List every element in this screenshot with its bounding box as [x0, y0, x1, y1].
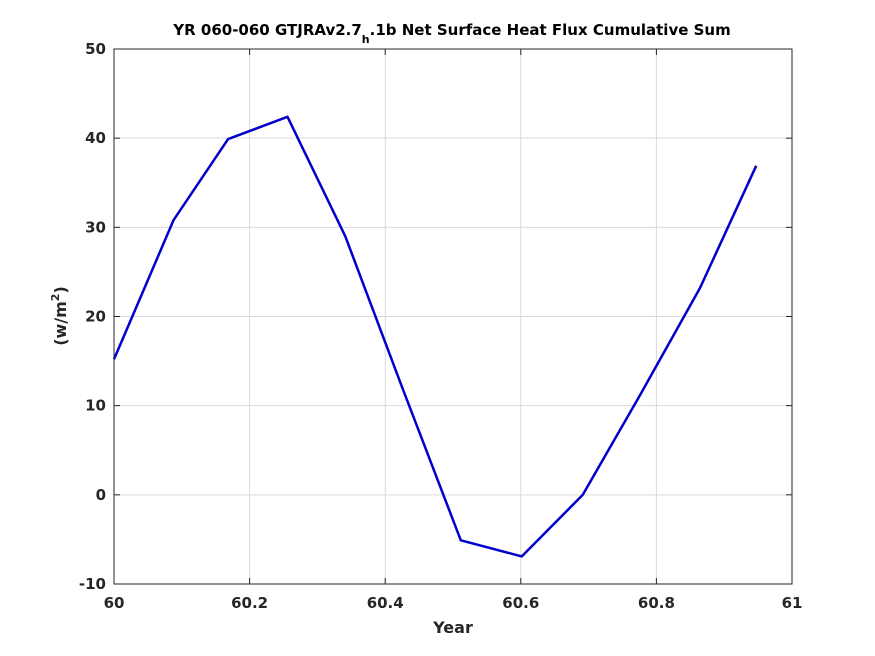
title-subscript: h: [362, 33, 370, 46]
y-tick-label: 20: [85, 308, 106, 326]
y-label-close: ): [51, 286, 70, 293]
x-tick-label: 60.4: [367, 594, 404, 612]
chart-title: YR 060-060 GTJRAv2.7h.1b Net Surface Hea…: [172, 21, 730, 46]
y-tick-label: 10: [85, 397, 106, 415]
x-tick-label: 60.6: [502, 594, 539, 612]
y-axis-label: (w/m2): [49, 286, 70, 346]
y-tick-label: 30: [85, 218, 106, 236]
y-tick-label: 50: [85, 40, 106, 58]
y-tick-label: 40: [85, 129, 106, 147]
ticks: 60 60.2 60.4 60.6 60.8 61 -10 0 10 20 30 40 50: [79, 40, 803, 612]
x-axis-label: Year: [432, 618, 473, 637]
title-suffix: .1b Net Surface Heat Flux Cumulative Sum: [370, 21, 731, 39]
y-tick-label: 0: [96, 486, 106, 504]
series-lines: [112, 115, 758, 558]
x-tick-label: 60.8: [638, 594, 675, 612]
x-tick-label: 60: [104, 594, 125, 612]
x-tick-label: 61: [782, 594, 803, 612]
y-label-superscript: 2: [49, 294, 62, 302]
series-line: [112, 115, 758, 558]
x-tick-label: 60.2: [231, 594, 268, 612]
y-label-base: (w/m: [51, 301, 70, 346]
title-prefix: YR 060-060 GTJRAv2.7: [172, 21, 362, 39]
y-tick-label: -10: [79, 575, 106, 593]
